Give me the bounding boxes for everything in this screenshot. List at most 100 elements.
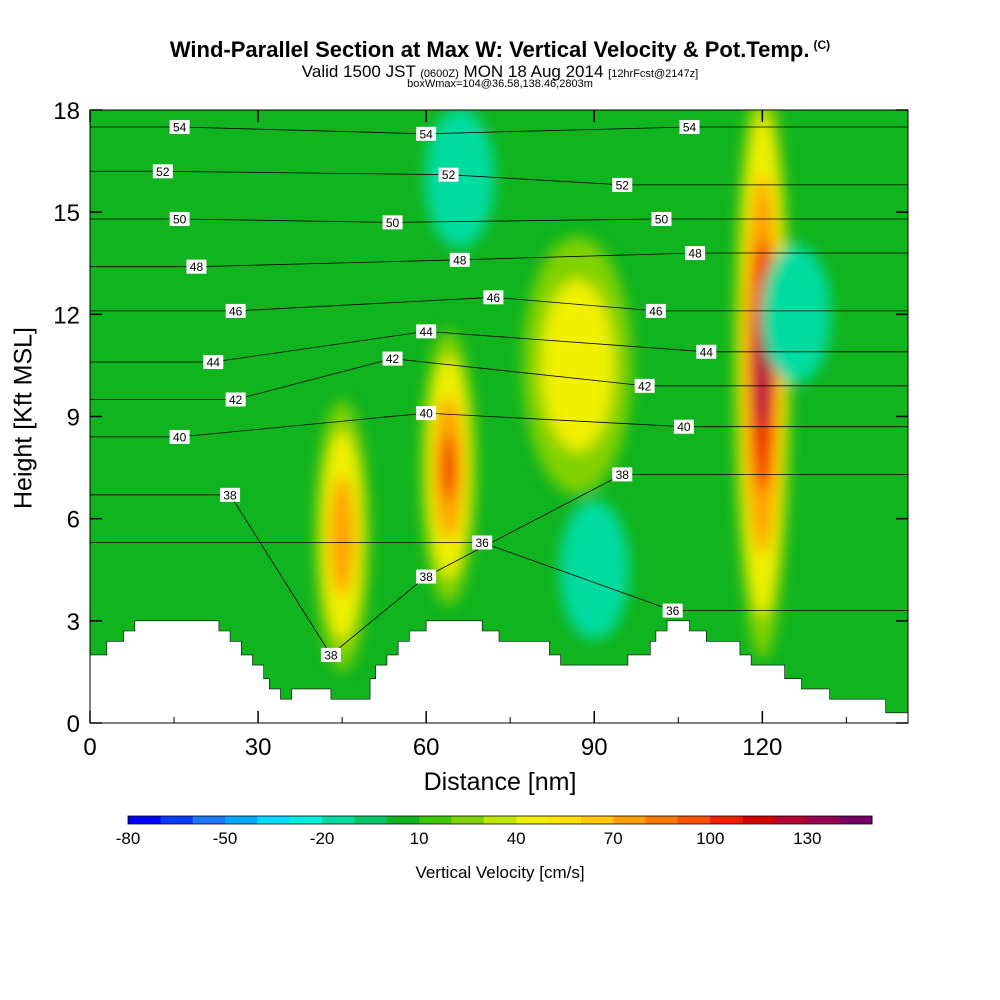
colorbar-tick-label: 40 [507, 829, 526, 848]
downdraft-contour [760, 244, 831, 385]
theta-label-text: 38 [419, 570, 433, 584]
theta-label: 38 [416, 569, 437, 584]
theta-label: 36 [472, 535, 493, 550]
theta-label: 50 [382, 215, 403, 230]
theta-label-text: 44 [700, 345, 714, 359]
colorbar-swatch [839, 816, 873, 824]
theta-label-text: 50 [655, 212, 669, 226]
chart-title: Wind-Parallel Section at Max W: Vertical… [169, 37, 831, 62]
colorbar-swatch [257, 816, 291, 824]
y-tick-label: 0 [67, 711, 80, 738]
colorbar-swatch [710, 816, 744, 824]
theta-label: 48 [449, 252, 470, 267]
x-tick-label: 120 [742, 734, 782, 761]
colorbar-tick-label: 10 [410, 829, 429, 848]
colorbar-swatch [289, 816, 323, 824]
theta-label-text: 48 [688, 247, 702, 261]
theta-label-text: 40 [419, 407, 433, 421]
colorbar-swatch [386, 816, 420, 824]
x-tick-label: 0 [83, 734, 96, 761]
theta-label-text: 38 [616, 468, 630, 482]
colorbar: -80 -50 -20 10 40 70 100 130 [116, 815, 873, 848]
colorbar-swatch [322, 816, 355, 824]
colorbar-swatch [548, 816, 582, 824]
colorbar-title: Vertical Velocity [cm/s] [415, 863, 585, 882]
colorbar-frame [127, 815, 873, 825]
theta-label-text: 48 [190, 260, 204, 274]
theta-label-text: 50 [386, 216, 400, 230]
theta-label: 38 [612, 467, 633, 482]
colorbar-swatch [580, 816, 614, 824]
theta-label-text: 42 [386, 352, 400, 366]
theta-label-text: 52 [156, 165, 170, 179]
theta-label: 38 [220, 487, 241, 502]
theta-label-text: 48 [453, 253, 467, 267]
colorbar-swatch [807, 816, 841, 824]
theta-label: 44 [203, 355, 224, 370]
theta-label: 40 [169, 429, 190, 444]
theta-label: 44 [696, 344, 717, 359]
colorbar-tick-label: 100 [696, 829, 724, 848]
theta-label-text: 42 [229, 393, 243, 407]
theta-label-text: 40 [173, 430, 187, 444]
colorbar-swatch [742, 816, 776, 824]
colorbar-swatch [128, 816, 161, 824]
theta-label-text: 46 [649, 304, 663, 318]
theta-label: 44 [416, 324, 437, 339]
y-tick-label: 12 [53, 302, 80, 329]
theta-label-text: 46 [487, 291, 501, 305]
downdraft-contour [559, 499, 630, 640]
downdraft-contour [424, 110, 495, 249]
colorbar-tick-label: -80 [116, 829, 141, 848]
theta-label: 50 [651, 211, 672, 226]
theta-label: 48 [685, 246, 706, 261]
theta-label-text: 40 [677, 420, 691, 434]
theta-label: 52 [612, 177, 633, 192]
y-tick-label: 18 [53, 98, 80, 125]
colorbar-swatch [613, 816, 647, 824]
theta-label-text: 54 [173, 121, 187, 135]
colorbar-swatch [451, 816, 485, 824]
colorbar-swatch [419, 816, 452, 824]
colorbar-swatch [354, 816, 388, 824]
colorbar-swatch [774, 816, 808, 824]
theta-label: 40 [416, 406, 437, 421]
theta-label: 42 [382, 351, 403, 366]
theta-label-text: 54 [419, 127, 433, 141]
theta-label: 38 [320, 647, 341, 662]
theta-contour-36 [90, 542, 908, 611]
colorbar-swatch [645, 816, 679, 824]
theta-label: 52 [152, 164, 173, 179]
y-axis-title: Height [Kft MSL] [9, 326, 38, 510]
y-tick-label: 3 [67, 609, 80, 636]
theta-label-text: 38 [324, 648, 338, 662]
theta-label-text: 44 [207, 356, 221, 370]
vertical-velocity-field [315, 110, 831, 671]
theta-label: 54 [416, 126, 437, 141]
y-tick-label: 9 [67, 405, 80, 432]
theta-label-text: 50 [173, 212, 187, 226]
theta-label-text: 44 [419, 325, 433, 339]
theta-label: 42 [225, 392, 246, 407]
colorbar-swatch [677, 816, 711, 824]
colorbar-tick-label: -20 [310, 829, 335, 848]
theta-label-text: 54 [683, 121, 697, 135]
colorbar-swatch [516, 816, 550, 824]
theta-label-text: 36 [666, 604, 680, 618]
theta-label: 50 [169, 211, 190, 226]
x-tick-label: 30 [245, 734, 272, 761]
updraft-contour [330, 475, 355, 596]
theta-label: 46 [645, 303, 666, 318]
theta-label-text: 52 [616, 178, 630, 192]
colorbar-swatch [160, 816, 194, 824]
updraft-contour [540, 279, 615, 452]
theta-label: 52 [438, 167, 459, 182]
colorbar-tick-label: 130 [793, 829, 821, 848]
theta-label: 46 [225, 303, 246, 318]
theta-label: 46 [483, 290, 504, 305]
y-tick-label: 6 [67, 507, 80, 534]
potential-temperature-labels: 54 54 54 52 52 52 50 50 50 48 48 48 46 46 46 44 44 44 42 42… [152, 120, 717, 662]
colorbar-swatch [483, 816, 517, 824]
